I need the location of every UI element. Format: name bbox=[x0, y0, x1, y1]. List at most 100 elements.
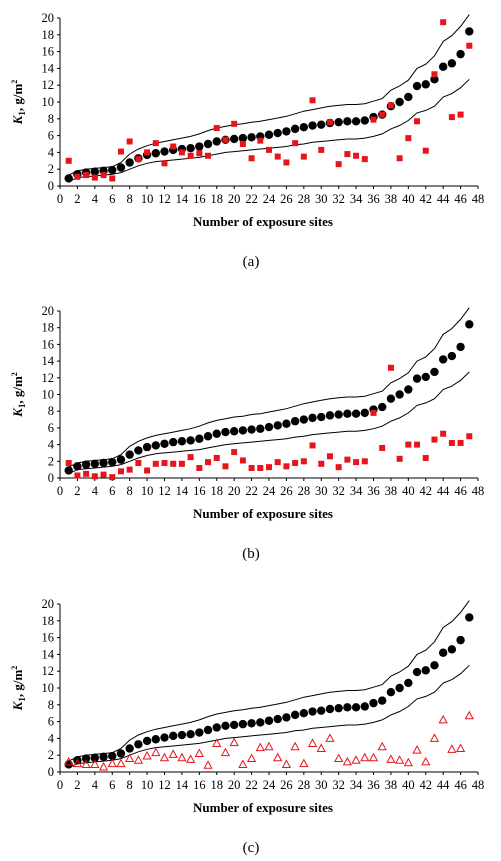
measured-point bbox=[142, 442, 152, 452]
x-tick-label: 16 bbox=[193, 192, 206, 206]
measured-point bbox=[195, 142, 204, 151]
measured-point bbox=[203, 139, 213, 149]
measured-point bbox=[308, 121, 317, 130]
model-point-square bbox=[135, 156, 142, 163]
model-point-triangle bbox=[255, 742, 265, 752]
measured-point bbox=[421, 80, 430, 89]
x-tick-label: 38 bbox=[385, 484, 398, 498]
y-tick-label: 8 bbox=[48, 404, 54, 418]
measured-point bbox=[334, 117, 343, 127]
x-tick-label: 42 bbox=[420, 192, 433, 206]
measured-point bbox=[108, 165, 117, 175]
model-point-square bbox=[370, 409, 377, 416]
measured-point bbox=[256, 718, 265, 727]
measured-point bbox=[81, 460, 91, 469]
y-axis-label-symbol: K bbox=[10, 114, 25, 125]
model-point-triangle bbox=[403, 757, 413, 767]
model-point-triangle bbox=[133, 755, 144, 764]
measured-point bbox=[186, 730, 195, 739]
model-point-triangle bbox=[421, 756, 431, 766]
measured-point bbox=[273, 128, 282, 138]
measured-point bbox=[264, 422, 274, 432]
model-point-square bbox=[466, 42, 473, 49]
measured-point bbox=[212, 723, 221, 732]
y-tick-label: 4 bbox=[48, 438, 55, 452]
x-tick-label: 8 bbox=[127, 778, 133, 792]
y-tick-label: 16 bbox=[42, 337, 55, 351]
x-tick-label: 14 bbox=[176, 192, 189, 206]
model-point-square bbox=[422, 147, 429, 154]
model-point-triangle bbox=[238, 759, 248, 768]
measured-point bbox=[351, 409, 361, 418]
model-point-square bbox=[335, 161, 342, 168]
model-point-square bbox=[83, 470, 90, 477]
model-point-square bbox=[126, 138, 133, 145]
measured-point bbox=[282, 419, 291, 428]
y-axis-label-unit: , g/m bbox=[10, 376, 25, 404]
measured-point bbox=[186, 436, 195, 445]
x-tick-label: 6 bbox=[109, 484, 115, 498]
y-axis-label: K1, g/m2 bbox=[10, 666, 27, 712]
model-point-square bbox=[196, 464, 203, 471]
measured-point bbox=[151, 735, 160, 744]
model-point-triangle bbox=[81, 759, 91, 768]
model-point-square bbox=[257, 464, 264, 471]
y-axis-label: K1, g/m2 bbox=[10, 372, 27, 418]
y-tick-label: 12 bbox=[42, 371, 55, 385]
model-point-square bbox=[300, 458, 307, 465]
x-tick-label: 18 bbox=[211, 192, 224, 206]
measured-point bbox=[369, 698, 378, 708]
model-point-triangle bbox=[98, 761, 109, 771]
model-point-triangle bbox=[203, 760, 213, 769]
model-point-square bbox=[318, 460, 325, 467]
x-axis-label: Number of exposure sites bbox=[193, 214, 333, 229]
measured-point bbox=[90, 167, 100, 176]
model-point-square bbox=[379, 444, 386, 451]
x-tick-label: 34 bbox=[350, 192, 363, 206]
x-tick-label: 36 bbox=[367, 484, 380, 498]
model-point-triangle bbox=[194, 748, 204, 758]
y-axis-label-subscript: 1 bbox=[17, 111, 27, 116]
x-tick-label: 0 bbox=[57, 192, 63, 206]
measured-point bbox=[404, 385, 413, 394]
measured-point bbox=[299, 123, 309, 132]
y-tick-label: 14 bbox=[42, 354, 55, 368]
model-point-square bbox=[91, 473, 98, 480]
model-point-square bbox=[65, 459, 72, 466]
x-tick-label: 8 bbox=[127, 192, 133, 206]
measured-point bbox=[177, 437, 187, 446]
x-tick-label: 4 bbox=[92, 192, 99, 206]
measured-point bbox=[395, 97, 404, 107]
model-point-square bbox=[239, 141, 246, 147]
model-point-square bbox=[457, 439, 464, 446]
x-tick-label: 28 bbox=[298, 778, 311, 792]
y-tick-label: 18 bbox=[42, 28, 55, 42]
measured-point bbox=[421, 372, 430, 382]
model-point-triangle bbox=[142, 750, 152, 760]
measured-point bbox=[360, 116, 369, 125]
measured-point bbox=[116, 749, 126, 758]
x-tick-label: 0 bbox=[57, 778, 63, 792]
model-point-square bbox=[239, 457, 246, 464]
measured-point bbox=[125, 158, 134, 167]
x-tick-label: 26 bbox=[280, 484, 293, 498]
measured-point bbox=[456, 342, 465, 352]
model-point-square bbox=[205, 459, 212, 466]
x-tick-label: 44 bbox=[437, 484, 450, 498]
y-tick-label: 8 bbox=[48, 698, 54, 712]
x-axis-label: Number of exposure sites bbox=[193, 506, 333, 521]
measured-point bbox=[125, 450, 134, 459]
model-point-square bbox=[396, 455, 403, 462]
model-point-square bbox=[266, 146, 272, 153]
measured-point bbox=[108, 751, 117, 761]
measured-point bbox=[360, 408, 369, 418]
x-tick-label: 46 bbox=[454, 192, 467, 206]
model-point-square bbox=[231, 120, 238, 127]
y-axis-label-subscript: 1 bbox=[17, 697, 27, 702]
x-tick-label: 18 bbox=[211, 484, 224, 498]
x-tick-label: 48 bbox=[472, 778, 485, 792]
model-point-square bbox=[257, 137, 264, 144]
model-point-triangle bbox=[290, 741, 300, 751]
